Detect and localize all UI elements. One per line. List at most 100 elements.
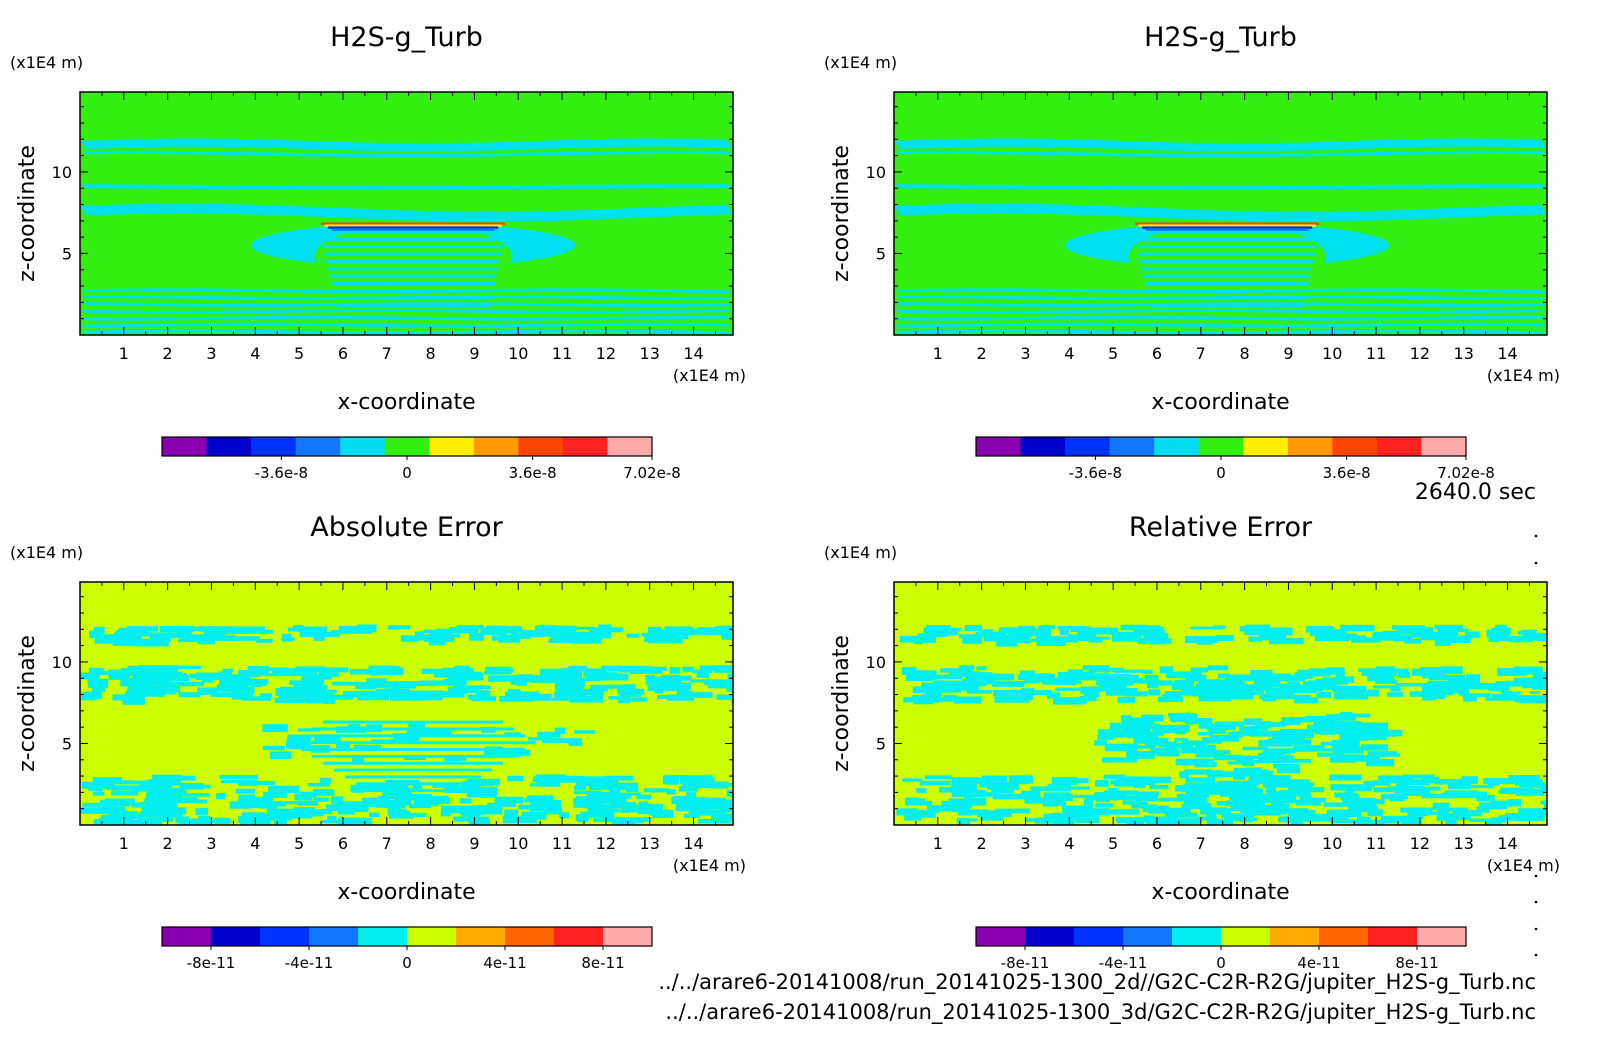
error-patch [214,634,236,641]
error-patch [1236,817,1258,822]
error-patch [375,667,404,676]
error-patch [1375,666,1395,673]
error-patch [1195,750,1224,758]
error-patch [1350,637,1381,643]
error-patch [1249,731,1268,737]
error-patch [1184,798,1208,806]
error-patch [593,777,609,786]
error-patch [663,681,679,687]
error-patch [974,680,993,685]
error-patch [977,810,1012,817]
y-axis-title: z-coordinate [15,635,40,772]
error-patch [357,692,379,700]
dome-stripe [1135,237,1320,241]
error-patch [1271,675,1306,682]
error-patch [931,697,966,702]
x-tick-label: 3 [206,344,216,363]
error-patch [1340,711,1353,716]
error-patch [731,697,733,704]
error-patch [949,669,972,676]
error-patch [1185,777,1216,783]
error-patch [351,803,387,808]
y-tick-label: 5 [62,734,72,753]
error-patch [1317,726,1336,732]
error-patch [127,819,162,825]
error-patch [1137,776,1172,784]
error-patch [679,775,713,782]
error-patch [150,793,181,799]
error-patch [504,732,522,737]
error-patch [589,687,609,692]
error-patch [1405,779,1430,786]
error-patch [648,809,670,816]
error-patch [408,721,426,729]
colorbar-swatch [456,927,506,946]
dome-cap-stripe [1142,226,1313,229]
error-patch [507,775,524,782]
error-patch [1164,691,1196,696]
error-patch [1367,751,1397,756]
error-patch [1360,816,1371,825]
error-patch [491,635,519,641]
error-patch [440,812,451,817]
error-patch [263,745,285,751]
error-patch [979,781,991,788]
error-patch [510,680,526,685]
error-patch [980,814,1004,821]
error-patch [349,668,373,675]
error-patch [1175,758,1210,766]
colorbar-swatch [976,437,1022,456]
error-patch [1201,783,1227,792]
error-patch [1338,731,1355,736]
error-patch [169,681,204,687]
error-patch [369,681,402,688]
error-patch [404,812,427,818]
margin-dot [1534,561,1538,565]
error-patch [300,676,325,684]
error-patch [561,775,584,783]
error-patch [430,631,449,635]
error-patch [1233,767,1253,775]
error-patch [922,674,937,680]
error-patch [1259,804,1279,813]
field-band [894,184,1547,190]
error-patch [1164,812,1198,818]
colorbar-swatch [260,927,310,946]
error-patch [216,684,249,691]
error-patch [1422,776,1439,781]
error-patch [1197,816,1217,821]
error-patch [535,625,560,633]
error-patch [376,804,396,808]
error-patch [693,692,713,698]
error-patch [1230,803,1250,811]
dome-stripe [1140,259,1314,263]
error-patch [1103,774,1125,780]
error-patch [660,674,680,683]
error-patch [925,692,942,697]
error-patch [569,695,603,703]
error-patch [1279,789,1311,797]
error-patch [393,680,416,689]
plot-frame [893,581,1548,826]
error-patch [1434,624,1463,630]
error-patch [107,785,141,790]
y-unit-label: (x1E4 m) [10,53,83,72]
error-patch [1462,693,1491,697]
error-patch [492,747,520,753]
error-patch [1265,687,1295,695]
error-patch [574,785,586,791]
error-patch [1282,799,1301,804]
error-patch [1190,626,1222,630]
error-patch [1498,635,1528,642]
error-patch [1141,796,1151,802]
x-tick-label: 12 [1410,344,1430,363]
error-patch [992,794,1027,800]
error-patch [962,636,982,644]
error-patch [1023,629,1041,633]
error-patch [1215,635,1234,642]
colorbar-tick-label: 7.02e-8 [1437,464,1495,482]
error-patch [1382,816,1399,821]
error-patch [554,685,569,691]
error-patch [154,811,174,818]
error-patch [1093,793,1119,801]
